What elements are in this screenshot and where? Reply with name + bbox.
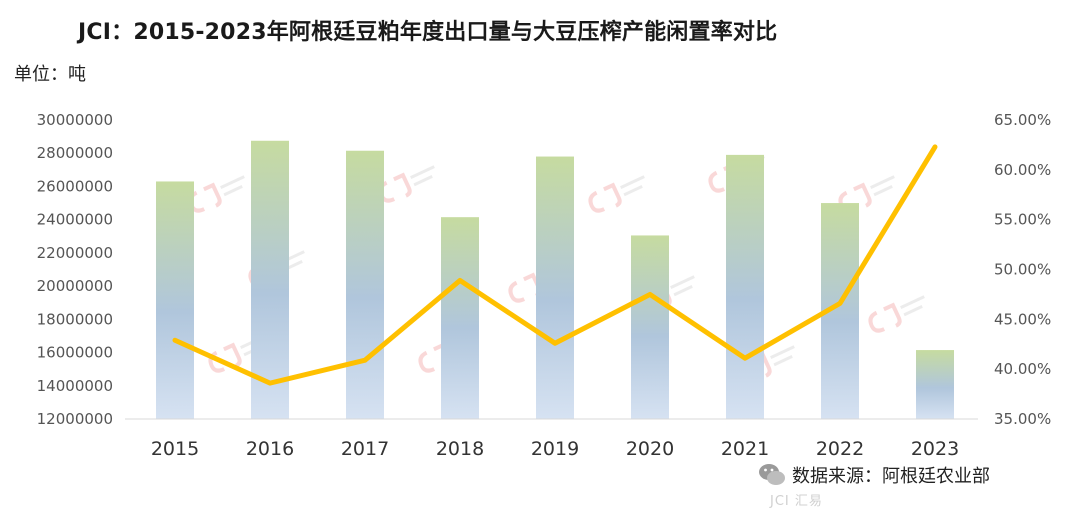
data-source: 数据来源：阿根廷农业部 bbox=[792, 466, 990, 487]
x-tick-label: 2015 bbox=[151, 438, 199, 460]
x-tick-label: 2023 bbox=[911, 438, 959, 460]
watermark-logo bbox=[378, 165, 435, 203]
y-right-tick-label: 35.00% bbox=[994, 410, 1051, 428]
x-tick-label: 2016 bbox=[246, 438, 294, 460]
bar-series bbox=[156, 140, 954, 420]
watermark-logo bbox=[188, 175, 245, 213]
y-left-tick-label: 30000000 bbox=[37, 111, 113, 129]
y-left-tick-label: 24000000 bbox=[37, 211, 113, 229]
bar-2018 bbox=[441, 217, 479, 419]
chart-title: JCI：2015-2023年阿根廷豆粕年度出口量与大豆压榨产能闲置率对比 bbox=[78, 20, 778, 45]
y-axis-left: 30000000 28000000 26000000 24000000 22000000… bbox=[37, 111, 113, 428]
y-left-tick-label: 28000000 bbox=[37, 144, 113, 162]
x-tick-label: 2019 bbox=[531, 438, 579, 460]
y-right-tick-label: 45.00% bbox=[994, 310, 1051, 328]
watermark-logo bbox=[588, 175, 645, 213]
y-right-tick-label: 65.00% bbox=[994, 111, 1051, 129]
x-axis: 2015 2016 2017 2018 2019 2020 2021 2022 2023 bbox=[151, 438, 959, 460]
y-right-tick-label: 50.00% bbox=[994, 261, 1051, 279]
brand-watermark: JCI 汇易 bbox=[770, 494, 823, 509]
x-tick-label: 2017 bbox=[341, 438, 389, 460]
bar-2019 bbox=[536, 156, 574, 420]
y-left-tick-label: 22000000 bbox=[37, 244, 113, 262]
y-left-tick-label: 18000000 bbox=[37, 310, 113, 328]
y-left-tick-label: 26000000 bbox=[37, 177, 113, 195]
line-series bbox=[172, 144, 938, 386]
y-left-tick-label: 14000000 bbox=[37, 377, 113, 395]
x-tick-label: 2021 bbox=[721, 438, 769, 460]
x-tick-label: 2020 bbox=[626, 438, 674, 460]
x-tick-label: 2022 bbox=[816, 438, 864, 460]
y-axis-right: 65.00% 60.00% 55.00% 50.00% 45.00% 40.00% 35.0… bbox=[994, 111, 1051, 428]
bar-2023 bbox=[916, 350, 954, 419]
x-tick-label: 2018 bbox=[436, 438, 484, 460]
wechat-icon bbox=[759, 464, 785, 485]
y-right-tick-label: 55.00% bbox=[994, 211, 1051, 229]
bar-2020 bbox=[631, 235, 669, 419]
y-right-tick-label: 40.00% bbox=[994, 360, 1051, 378]
bar-2017 bbox=[346, 150, 384, 419]
y-left-tick-label: 12000000 bbox=[37, 410, 113, 428]
bar-2016 bbox=[251, 140, 289, 419]
y-left-tick-label: 20000000 bbox=[37, 277, 113, 295]
watermark-logo bbox=[868, 295, 925, 333]
bar-2015 bbox=[156, 181, 194, 419]
y-left-tick-label: 16000000 bbox=[37, 344, 113, 362]
unit-label: 单位：吨 bbox=[14, 64, 86, 85]
bar-2021 bbox=[726, 154, 764, 419]
y-right-tick-label: 60.00% bbox=[994, 161, 1051, 179]
